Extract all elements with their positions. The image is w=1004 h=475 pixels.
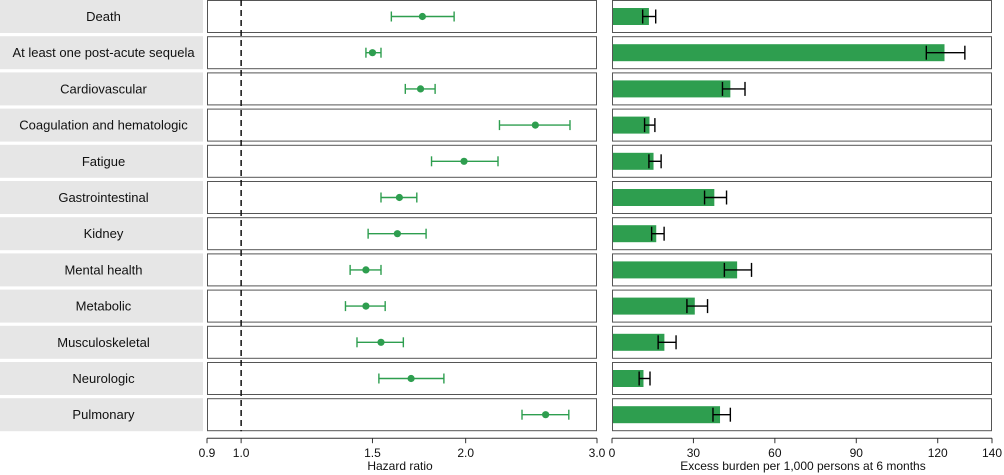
hazard-ratio-panel (207, 72, 597, 106)
category-label-box (0, 144, 203, 178)
hazard-ratio-point (460, 157, 468, 165)
hazard-ratio-point (393, 230, 402, 238)
category-label-box (0, 217, 203, 251)
excess-burden-bar (613, 297, 695, 315)
category-label-box (0, 0, 203, 33)
excess-burden-tick-label: 60 (768, 446, 782, 460)
row-pulmonary: Pulmonary (0, 398, 992, 432)
hazard-ratio-point (531, 121, 539, 129)
hazard-ratio-point (416, 85, 425, 93)
category-label: Death (86, 9, 121, 24)
row-neurologic: Neurologic (0, 362, 992, 395)
hazard-ratio-point (362, 302, 370, 310)
row-at-least-one-post-acute-sequela: At least one post-acute sequela (0, 36, 992, 70)
hazard-ratio-point (418, 12, 427, 21)
excess-burden-axis: 0 30 60 90 120 140 (609, 437, 1002, 460)
category-label: Fatigue (82, 154, 125, 169)
excess-burden-panel (612, 108, 992, 142)
excess-burden-bar (613, 44, 945, 62)
excess-burden-bar (613, 8, 649, 25)
hazard-ratio-panel (207, 253, 597, 287)
excess-burden-bar (613, 116, 650, 134)
category-label-box (0, 289, 203, 323)
chart-rows: Death At least one post-acute sequela Card… (0, 0, 992, 432)
hazard-ratio-tick-label: 1.5 (364, 446, 381, 460)
hazard-ratio-tick-label: 3.0 (589, 446, 606, 460)
hazard-ratio-point (368, 49, 377, 57)
hazard-ratio-point (377, 338, 385, 346)
excess-burden-bar (613, 333, 665, 351)
hazard-ratio-panel (207, 289, 597, 323)
category-label: Metabolic (76, 299, 132, 314)
category-label: Musculoskeletal (57, 335, 150, 350)
hazard-ratio-axis: 0.9 1.0 1.5 2.0 3.0 (199, 437, 606, 460)
hazard-ratio-point (542, 411, 550, 419)
excess-burden-bar (613, 406, 721, 424)
excess-burden-panel (612, 289, 992, 323)
hazard-ratio-axis-title: Hazard ratio (367, 459, 433, 473)
excess-burden-bar (613, 225, 657, 243)
category-label: At least one post-acute sequela (12, 45, 195, 60)
row-coagulation-and-hematologic: Coagulation and hematologic (0, 108, 992, 142)
category-label: Neurologic (72, 371, 135, 386)
row-kidney: Kidney (0, 217, 992, 251)
excess-burden-panel (612, 144, 992, 178)
hazard-ratio-tick-label: 1.0 (233, 446, 250, 460)
excess-burden-bar (613, 189, 715, 206)
row-fatigue: Fatigue (0, 144, 992, 178)
hazard-ratio-panel (207, 144, 597, 178)
hazard-ratio-tick-label: 2.0 (457, 446, 474, 460)
hazard-ratio-point (362, 266, 370, 274)
excess-burden-tick-label: 90 (850, 446, 864, 460)
hazard-ratio-point (395, 193, 403, 202)
category-label-box (0, 181, 203, 214)
hazard-ratio-panel (207, 362, 597, 395)
category-label: Cardiovascular (60, 81, 147, 96)
hazard-ratio-tick-label: 0.9 (199, 446, 216, 460)
category-label-box (0, 108, 203, 142)
excess-burden-panel (612, 0, 992, 33)
category-label: Mental health (64, 262, 142, 277)
row-mental-health: Mental health (0, 253, 992, 287)
category-label-box (0, 325, 203, 359)
category-label-box (0, 253, 203, 287)
category-label: Kidney (84, 226, 124, 241)
row-musculoskeletal: Musculoskeletal (0, 325, 992, 359)
row-cardiovascular: Cardiovascular (0, 72, 992, 106)
category-label-box (0, 362, 203, 395)
excess-burden-tick-label: 0 (609, 446, 616, 460)
row-metabolic: Metabolic (0, 289, 992, 323)
excess-burden-tick-label: 120 (928, 446, 948, 460)
excess-burden-tick-label: 140 (982, 446, 1002, 460)
category-label-box (0, 36, 203, 70)
hazard-ratio-point (407, 374, 415, 383)
excess-burden-axis-title: Excess burden per 1,000 persons at 6 mon… (680, 459, 925, 473)
excess-burden-bar (613, 370, 644, 387)
row-gastrointestinal: Gastrointestinal (0, 181, 992, 214)
category-label-box (0, 72, 203, 106)
excess-burden-panel (612, 217, 992, 251)
excess-burden-tick-label: 30 (687, 446, 701, 460)
category-label: Pulmonary (72, 407, 135, 422)
excess-burden-bar (613, 261, 738, 279)
excess-burden-bar (613, 80, 731, 98)
excess-burden-panel (612, 362, 992, 395)
row-death: Death (0, 0, 992, 33)
category-label: Gastrointestinal (58, 190, 148, 205)
category-label: Coagulation and hematologic (19, 118, 188, 133)
hazard-ratio-panel (207, 36, 597, 70)
excess-burden-bar (613, 152, 654, 170)
category-label-box (0, 398, 203, 432)
